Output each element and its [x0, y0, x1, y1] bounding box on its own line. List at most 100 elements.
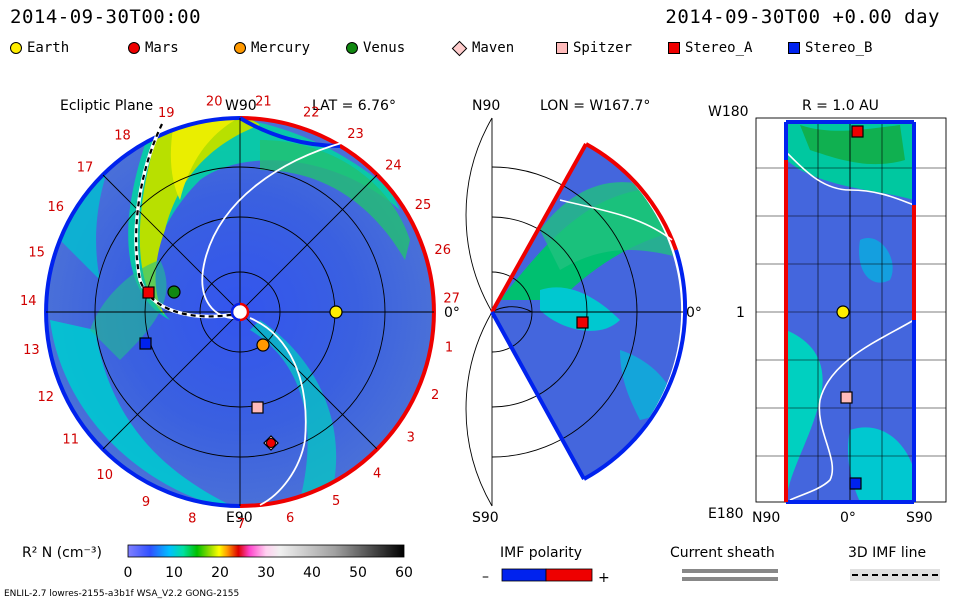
colorbar-label: R² N (cm⁻³): [22, 545, 102, 561]
panel3-bottom-n: N90: [752, 510, 780, 526]
carrington-label: 20: [206, 95, 223, 110]
carrington-label: 22: [303, 105, 320, 120]
carrington-label: 11: [62, 433, 79, 448]
markers: [139, 125, 864, 490]
carrington-label: 26: [434, 243, 451, 258]
carrington-label: 14: [20, 294, 37, 309]
panel1-right-label: 0°: [444, 305, 460, 321]
carrington-label: 1: [445, 341, 453, 356]
panel1-bottom-label: E90: [226, 510, 253, 526]
colorbar-tick-label: 20: [211, 565, 229, 581]
colorbar: [127, 544, 405, 558]
imf-polarity-title: IMF polarity: [500, 545, 582, 561]
r1au-map: [755, 117, 947, 504]
carrington-label: 18: [114, 129, 131, 144]
legend-label: Venus: [363, 40, 406, 56]
carrington-label: 24: [385, 159, 402, 174]
legend-item: Spitzer: [556, 40, 668, 56]
colorbar-ticks: 0 10 20 30 40 50 60: [124, 565, 413, 581]
carrington-label: 2: [431, 388, 439, 403]
imf-line-title: 3D IMF line: [848, 545, 926, 561]
legend-item: Maven: [451, 40, 556, 56]
timestamp-left: 2014-09-30T00:00: [10, 6, 202, 28]
stereo-b-marker: [139, 337, 152, 350]
imf-negative-swatch: [501, 568, 547, 582]
venus-marker: [167, 285, 181, 299]
stereo-b-marker-map: [849, 477, 862, 490]
carrington-label: 17: [77, 160, 94, 175]
panel3-bottom-mid: 0°: [840, 510, 856, 526]
carrington-label: 15: [28, 245, 45, 260]
earth-marker-map: [836, 305, 850, 319]
carrington-label: 27: [443, 291, 460, 306]
imf-polarity-minus: –: [482, 569, 489, 585]
legend-item: Venus: [346, 40, 452, 56]
legend-label: Mars: [145, 40, 179, 56]
legend-label: Stereo_A: [685, 40, 753, 56]
panel2-lon-label: LON = W167.7°: [540, 98, 650, 114]
current-sheath-title: Current sheath: [670, 545, 775, 561]
stereo-a-marker-map: [851, 125, 864, 138]
panel1-title: Ecliptic Plane: [60, 98, 153, 114]
carrington-label: 16: [48, 200, 65, 215]
footer-left: ENLIL-2.7 lowres-2155-a3b1f WSA_V2.2 GON…: [4, 589, 239, 599]
legend-label: Maven: [472, 40, 515, 56]
carrington-labels: 20 21222324252627123456789101112131415161…: [20, 94, 460, 532]
colorbar-tick-label: 30: [257, 565, 275, 581]
carrington-label: 5: [332, 494, 340, 509]
legend-item: Mars: [128, 40, 234, 56]
legend: Earth Mars Mercury Venus Maven Spitzer S…: [10, 38, 898, 58]
carrington-label: 21: [255, 94, 272, 109]
panel2-bottom-label: S90: [472, 510, 499, 526]
mercury-icon: [234, 42, 246, 54]
legend-label: Earth: [27, 40, 70, 56]
panel2-right-label: 0°: [686, 305, 702, 321]
mars-marker: [266, 438, 276, 448]
legend-label: Spitzer: [573, 40, 633, 56]
carrington-label: 4: [373, 467, 381, 482]
colorbar-tick-label: 60: [395, 565, 413, 581]
carrington-label: 13: [23, 343, 40, 358]
carrington-label: 23: [347, 127, 364, 142]
venus-icon: [346, 42, 358, 54]
carrington-label: 9: [142, 495, 150, 510]
carrington-label: 19: [158, 106, 175, 121]
carrington-label: 6: [286, 511, 294, 526]
current-sheath-swatch-2: [682, 577, 778, 581]
spitzer-marker: [251, 401, 264, 414]
panel3-bottom-left: E180: [708, 506, 744, 522]
mars-icon: [128, 42, 140, 54]
carrington-label: 3: [407, 431, 415, 446]
legend-label: Stereo_B: [805, 40, 873, 56]
panel3-title: R = 1.0 AU: [802, 98, 879, 114]
current-sheath-swatch: [682, 569, 778, 573]
panel3-bottom-s: S90: [906, 510, 933, 526]
panel3-mid-left: 1: [736, 305, 745, 321]
legend-item: Mercury: [234, 40, 346, 56]
legend-item: Earth: [10, 40, 128, 56]
legend-item: Stereo_B: [788, 40, 898, 56]
timestamp-right: 2014-09-30T00 +0.00 day: [665, 6, 940, 28]
imf-positive-swatch: [545, 568, 593, 582]
stereo-a-icon: [668, 42, 680, 54]
spitzer-marker-map: [840, 391, 853, 404]
carrington-label: 8: [188, 512, 196, 527]
stereo-a-marker: [142, 286, 155, 299]
imf-polarity-plus: +: [598, 570, 610, 586]
colorbar-tick-label: 10: [165, 565, 183, 581]
colorbar-tick-label: 50: [349, 565, 367, 581]
panel1-top-label: W90: [225, 98, 257, 114]
ecliptic-disc: [44, 116, 436, 508]
colorbar-tick-label: 40: [303, 565, 321, 581]
colorbar-tick-label: 0: [124, 565, 133, 581]
carrington-label: 25: [415, 198, 432, 213]
carrington-label: 7: [237, 517, 245, 532]
earth-marker: [329, 305, 343, 319]
legend-item: Stereo_A: [668, 40, 788, 56]
stereo-a-marker-meridional: [576, 316, 589, 329]
spitzer-icon: [556, 42, 568, 54]
panel1-lat-label: LAT = 6.76°: [312, 98, 396, 114]
stereo-b-icon: [788, 42, 800, 54]
earth-icon: [10, 42, 22, 54]
